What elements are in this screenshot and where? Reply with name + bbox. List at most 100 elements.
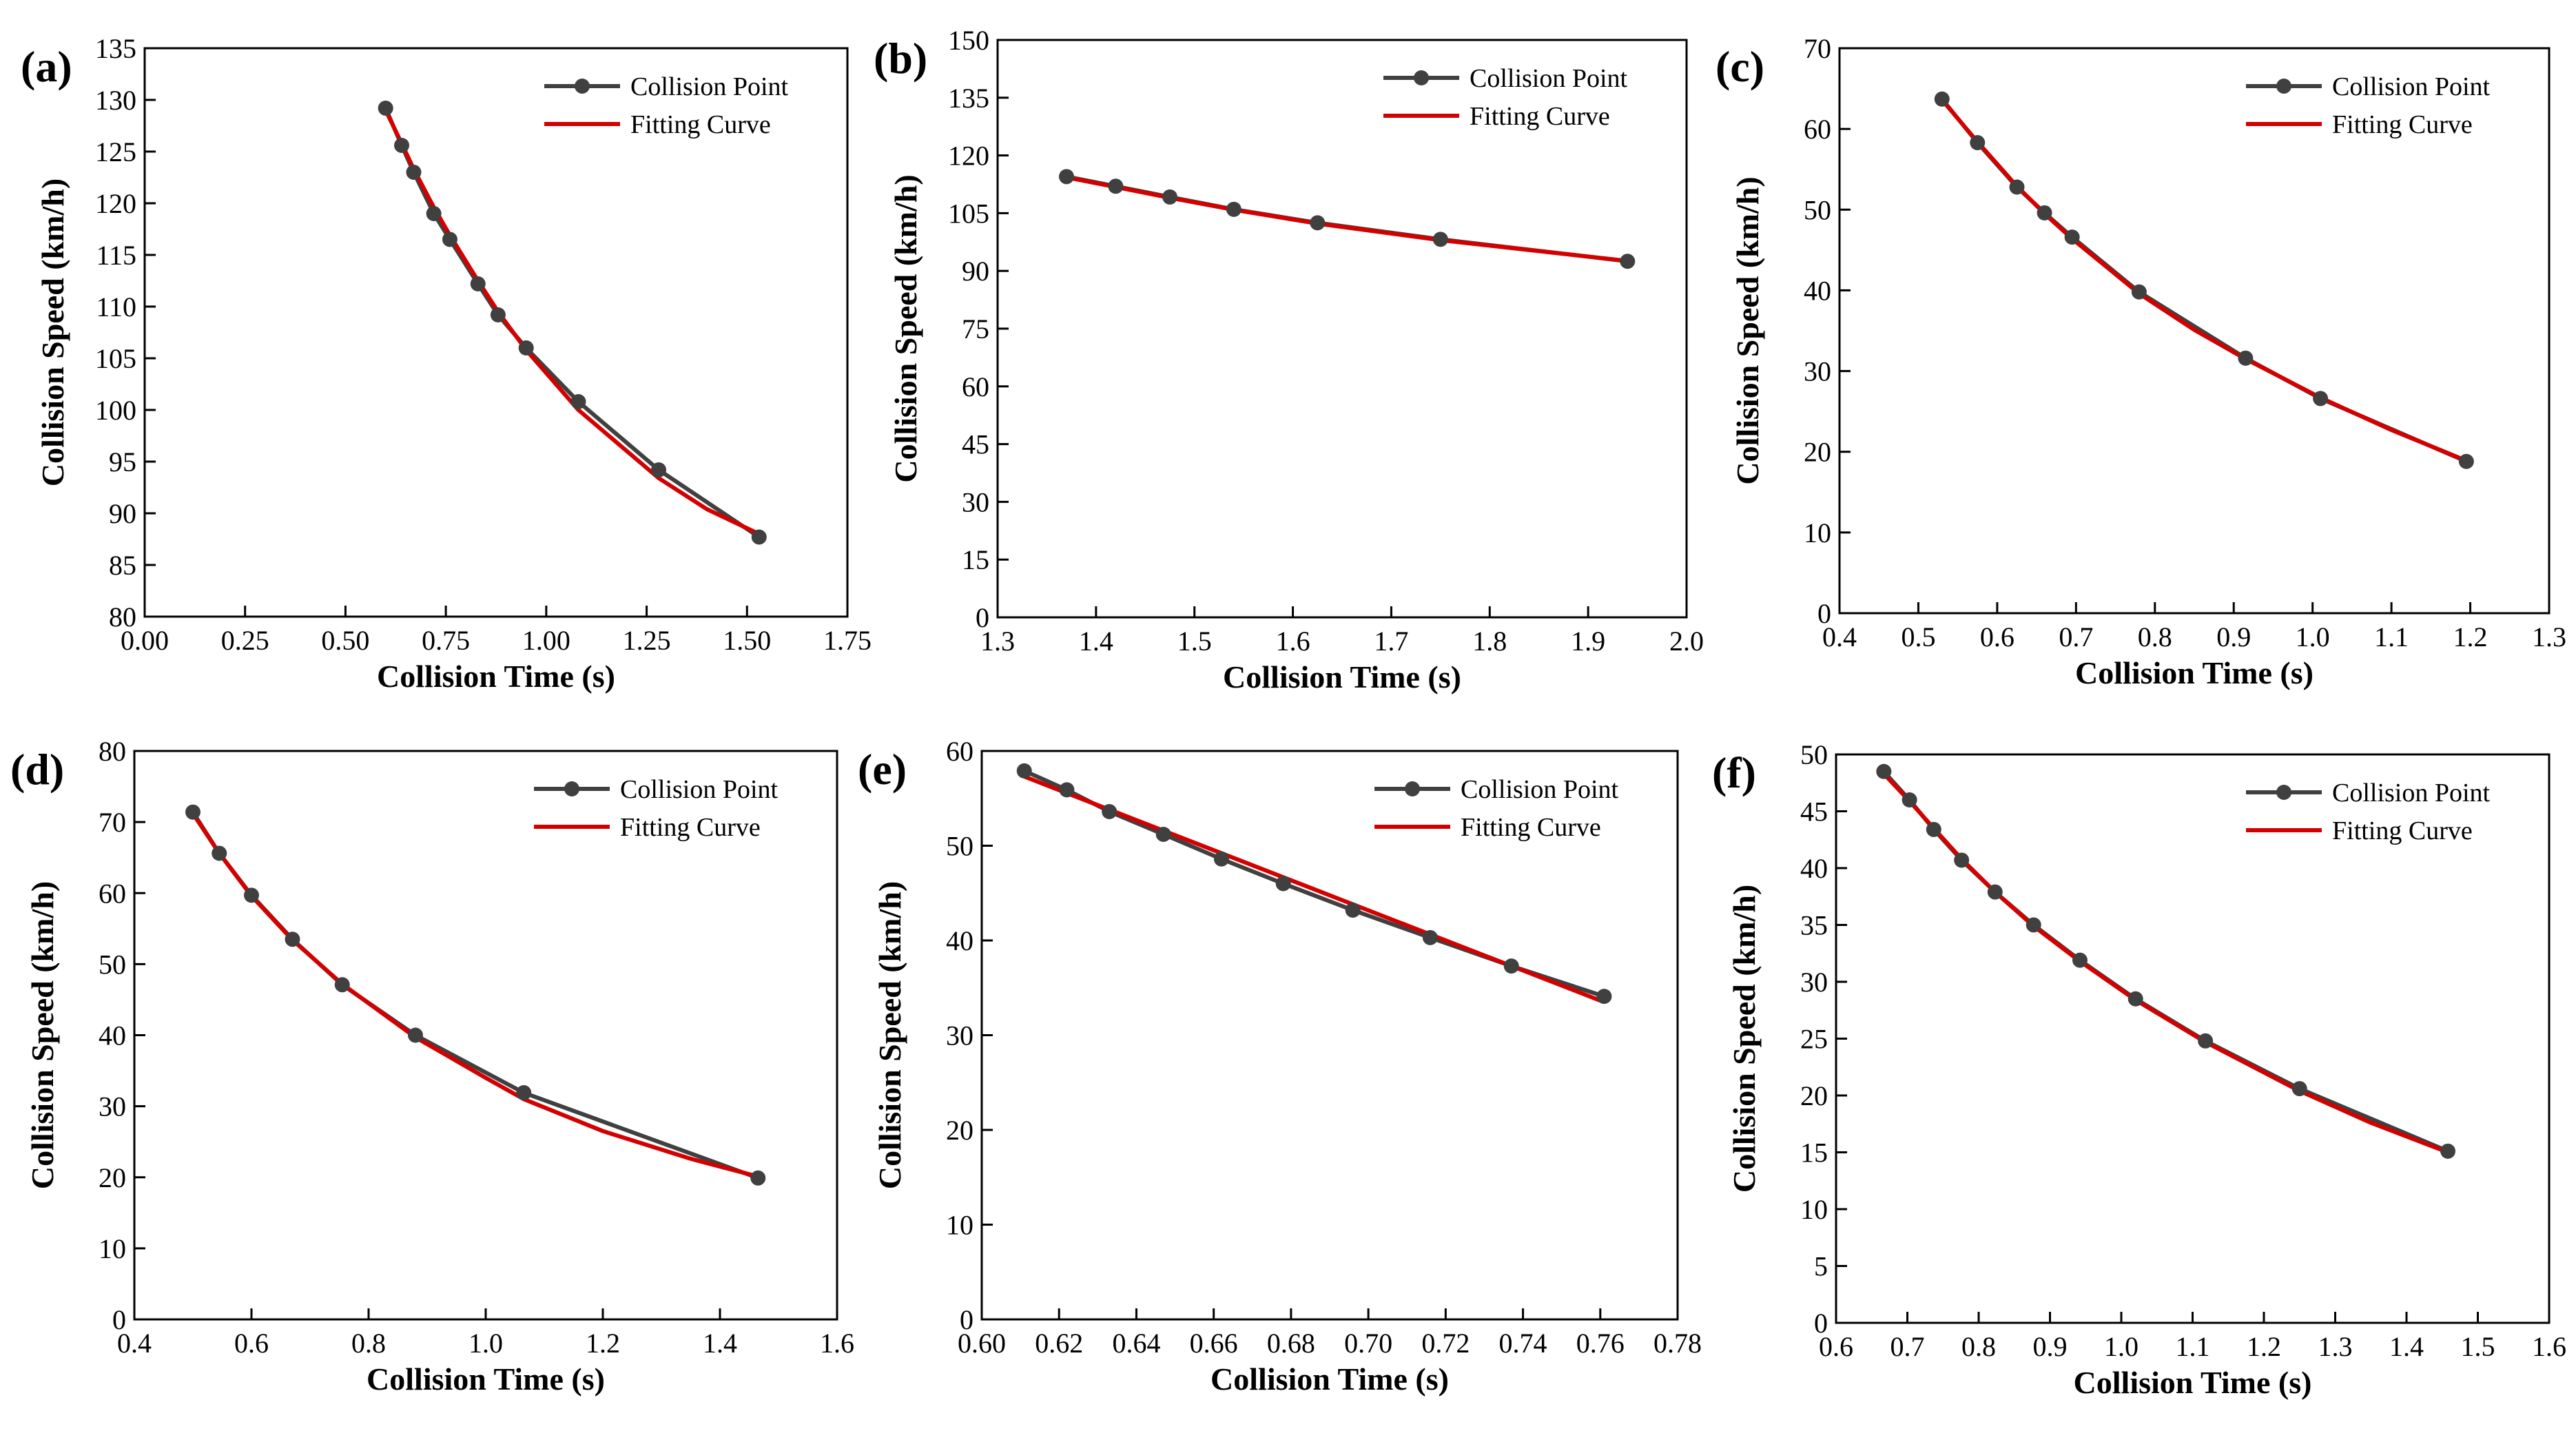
y-tick-label: 50 — [1804, 194, 1831, 225]
x-tick-label: 0.5 — [1901, 621, 1935, 652]
collision-point-marker — [1102, 804, 1117, 819]
x-tick-label: 0.8 — [1961, 1331, 1996, 1362]
chart-panel-e: 0.60 0.62 0.64 0.66 0.68 0.70 0.72 0.74 0.76 0.78… — [858, 736, 1702, 1397]
fitting-curve-line — [1066, 175, 1628, 263]
y-tick-label: 30 — [1804, 356, 1831, 387]
collision-point-marker — [378, 101, 393, 116]
fitting-curve-line — [384, 109, 761, 536]
x-tick-label: 1.2 — [2247, 1331, 2281, 1362]
y-tick-label: 20 — [1804, 437, 1831, 468]
y-tick-label: 30 — [962, 486, 989, 517]
panel-label: (e) — [858, 745, 907, 794]
x-tick-label: 1.00 — [522, 625, 570, 656]
y-tick-label: 40 — [946, 925, 973, 956]
y-tick-label: 75 — [962, 313, 989, 344]
collision-point-marker — [2026, 917, 2041, 933]
collision-point-marker — [1275, 876, 1291, 892]
y-tick-label: 80 — [99, 736, 126, 767]
panel-label: (c) — [1715, 42, 1764, 91]
panel-label: (a) — [21, 42, 72, 91]
x-tick-label: 1.1 — [2374, 621, 2409, 652]
collision-point-marker — [1108, 178, 1124, 194]
collision-point-marker — [1954, 852, 1970, 868]
collision-point-marker — [1902, 792, 1917, 807]
y-tick-label: 15 — [962, 544, 989, 575]
collision-point-marker — [1596, 989, 1612, 1005]
x-tick-label: 0.4 — [117, 1328, 152, 1359]
y-tick-label: 100 — [95, 395, 136, 426]
x-tick-label: 0.68 — [1267, 1328, 1315, 1359]
collision-point-marker — [1155, 827, 1171, 842]
x-tick-label: 1.1 — [2176, 1331, 2210, 1362]
chart-panel-f: 0.6 0.7 0.8 0.9 1.0 1.1 1.2 1.3 1.4 1.5 1.6 0 5 10 15 2… — [1712, 739, 2566, 1400]
y-tick-label: 0 — [1817, 598, 1831, 629]
y-axis-title: Collision Speed (km/h) — [1727, 885, 1762, 1193]
panel-label: (f) — [1712, 748, 1756, 797]
x-tick-label: 1.7 — [1374, 626, 1408, 657]
x-tick-label: 0.70 — [1344, 1328, 1392, 1359]
y-tick-label: 60 — [1804, 114, 1831, 145]
collision-point-marker — [2291, 1081, 2307, 1097]
x-tick-label: 1.75 — [823, 625, 872, 656]
collision-point-marker — [244, 887, 259, 903]
y-tick-label: 115 — [96, 240, 136, 271]
collision-point-marker — [1059, 782, 1075, 798]
x-tick-label: 1.3 — [980, 626, 1015, 657]
x-tick-label: 0.78 — [1653, 1328, 1702, 1359]
y-tick-label: 35 — [1800, 910, 1828, 941]
x-tick-label: 1.5 — [2461, 1331, 2495, 1362]
y-tick-label: 70 — [1804, 33, 1831, 64]
collision-point-marker — [1422, 929, 1438, 945]
x-tick-label: 0.6 — [234, 1328, 269, 1359]
x-tick-label: 1.4 — [1079, 626, 1113, 657]
fitting-curve-line — [1940, 99, 2467, 463]
x-tick-label: 1.25 — [623, 625, 671, 656]
y-tick-label: 0 — [960, 1304, 973, 1335]
legend-fit-label: Fitting Curve — [2332, 816, 2473, 845]
x-tick-label: 1.4 — [703, 1328, 737, 1359]
y-tick-label: 50 — [946, 831, 973, 862]
collision-point-marker — [1059, 169, 1074, 185]
chart-panel-c: 0.4 0.5 0.6 0.7 0.8 0.9 1.0 1.1 1.2 1.3 0 10 20 30 40 5… — [1715, 33, 2566, 690]
y-tick-label: 85 — [109, 550, 136, 581]
collision-point-marker — [394, 138, 410, 153]
x-tick-label: 2.0 — [1669, 626, 1704, 657]
collision-point-marker — [518, 340, 534, 356]
legend-point-marker — [1414, 70, 1429, 85]
x-tick-label: 0.4 — [1822, 621, 1857, 652]
chart-panel-b: 1.3 1.4 1.5 1.6 1.7 1.8 1.9 2.0 0 15 30 45 60 75 90 105… — [874, 25, 1704, 694]
x-tick-label: 0.8 — [2138, 621, 2172, 652]
legend-point-label: Collision Point — [1470, 64, 1628, 93]
legend-point-label: Collision Point — [2332, 72, 2491, 101]
collision-point-marker — [651, 462, 667, 477]
collision-point-marker — [406, 165, 422, 180]
collision-point-marker — [408, 1027, 423, 1043]
x-tick-label: 0.66 — [1190, 1328, 1238, 1359]
y-tick-label: 60 — [946, 736, 973, 767]
collision-point-marker — [1310, 215, 1326, 231]
collision-point-marker — [1226, 201, 1241, 217]
legend-point-label: Collision Point — [630, 72, 789, 101]
y-tick-label: 40 — [99, 1020, 126, 1051]
y-axis-title: Collision Speed (km/h) — [25, 881, 60, 1189]
legend-point-marker — [564, 781, 579, 796]
x-tick-label: 0.50 — [321, 625, 369, 656]
x-tick-label: 1.5 — [1177, 626, 1212, 657]
collision-point-marker — [2064, 229, 2080, 245]
plot-frame — [1838, 47, 2551, 615]
y-tick-label: 130 — [95, 85, 136, 116]
collision-point-line — [1940, 97, 2467, 464]
y-tick-label: 135 — [948, 83, 989, 114]
fitting-curve-line — [191, 812, 759, 1179]
legend-fit-label: Fitting Curve — [630, 110, 771, 139]
y-axis-title: Collision Speed (km/h) — [888, 174, 923, 482]
x-tick-label: 1.8 — [1472, 626, 1507, 657]
x-tick-label: 1.2 — [586, 1328, 620, 1359]
collision-point-marker — [2198, 1033, 2214, 1049]
x-tick-label: 0.8 — [351, 1328, 386, 1359]
collision-point-marker — [2037, 205, 2052, 220]
x-tick-label: 0.74 — [1499, 1328, 1547, 1359]
y-tick-label: 105 — [948, 198, 989, 229]
legend-point-label: Collision Point — [2332, 779, 2491, 807]
